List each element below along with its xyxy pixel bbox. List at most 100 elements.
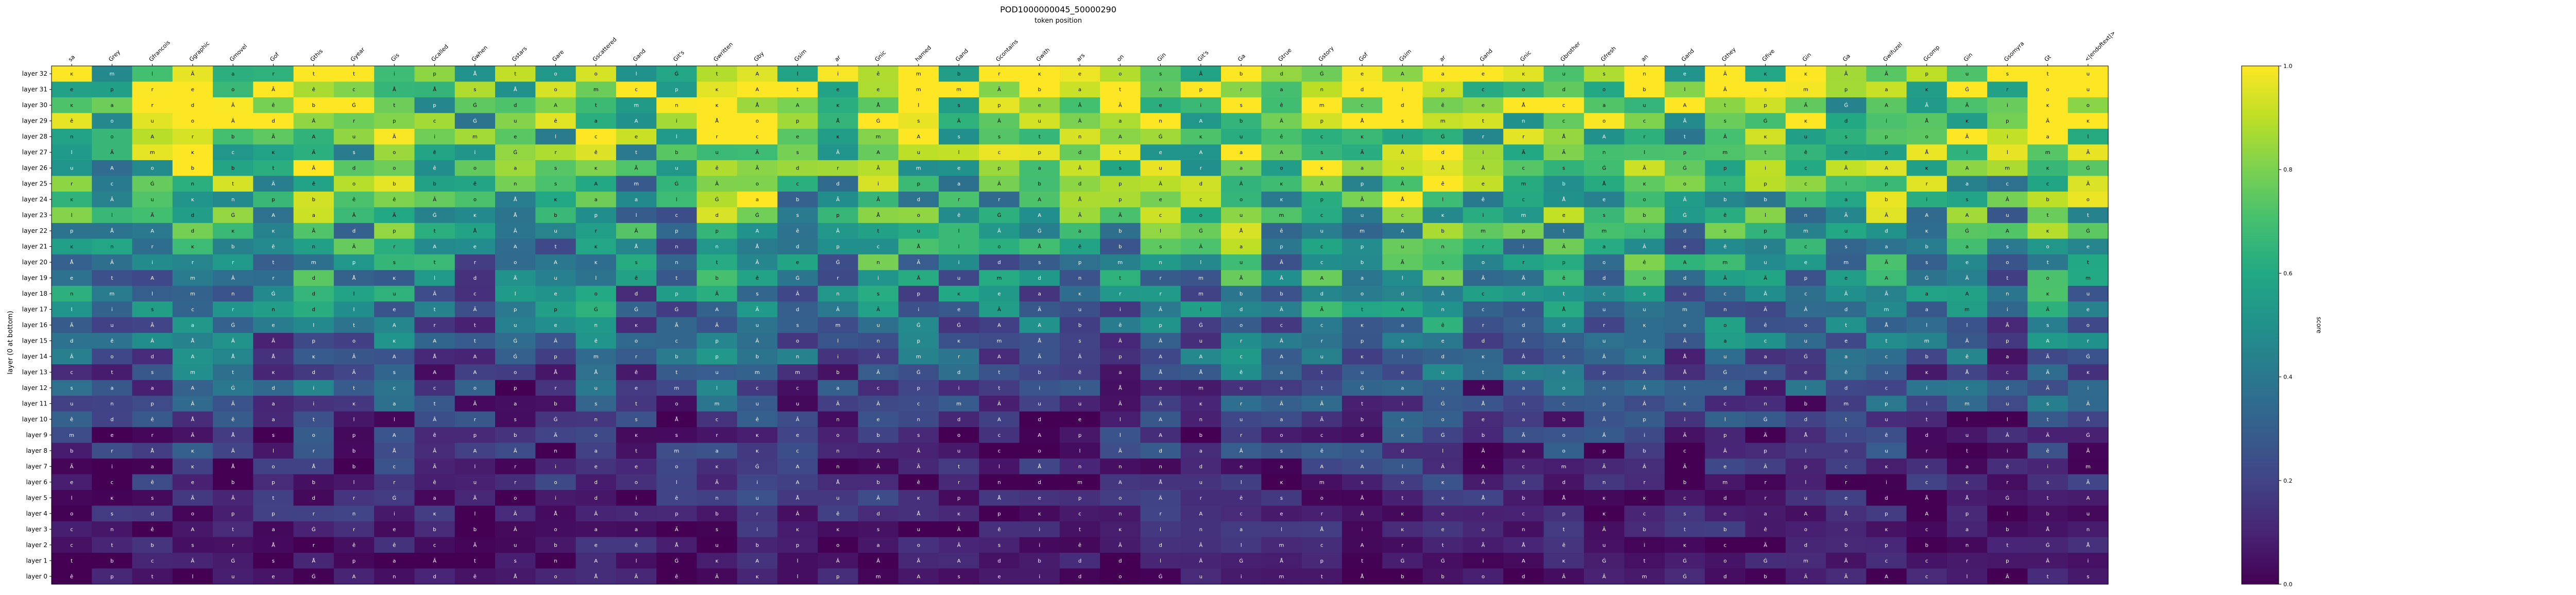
heatmap-cell [1705,380,1746,396]
cell-token-label: ĸ [2046,292,2049,297]
cell-token-label: Ä [1965,275,1969,281]
cell-token-label: l [353,292,355,297]
cell-token-label: p [1925,72,1928,77]
cell-token-label: e [1602,197,1605,203]
x-tick-label: Gscattered [591,36,618,63]
heatmap-cell [454,113,496,129]
heatmap-cell [1221,66,1262,82]
cell-token-label: o [1925,134,1928,140]
cell-token-label: Ã [2086,180,2090,187]
cell-token-label: Å [1320,526,1324,533]
cell-token-label: Ġ [433,212,437,218]
cell-token-label: l [958,150,960,156]
cell-token-label: m [715,401,720,407]
cell-token-label: o [554,527,557,533]
cell-token-label: Ã [1885,291,1888,297]
cell-token-label: c [111,480,114,485]
heatmap-cell [414,521,455,538]
heatmap-cell [1785,97,1826,114]
heatmap-cell [1221,348,1262,365]
cell-token-label: s [1280,496,1283,501]
cell-token-label: p [1804,464,1807,470]
x-tick-label: Gwith [1035,46,1052,63]
cell-token-label: u [756,323,759,329]
cell-token-label: m [150,150,155,156]
cell-token-label: b [1240,72,1243,77]
heatmap-cell [1624,317,1665,333]
cell-token-label: e [1723,464,1726,470]
heatmap-cell [293,521,334,538]
cell-token-label: m [956,401,961,407]
cell-token-label: Å [312,557,315,564]
heatmap-cell [92,270,133,286]
heatmap-cell [293,348,334,365]
heatmap-cell [414,537,455,553]
cell-token-label: i [111,307,113,313]
heatmap-cell [454,239,496,255]
heatmap-cell [454,160,496,176]
heatmap-cell [253,317,294,333]
cell-token-label: Å [917,510,920,517]
heatmap-cell [495,490,536,506]
cell-token-label: r [514,464,517,470]
heatmap-cell [1180,254,1222,270]
cell-token-label: Ġ [836,259,840,266]
heatmap-cell [1987,427,2028,444]
heatmap-cell [979,254,1020,270]
cell-token-label: Ä [352,369,356,376]
heatmap-cell [1301,474,1343,490]
cell-token-label: l [394,417,395,422]
heatmap-cell [1019,364,1060,381]
heatmap-cell [1221,113,1262,129]
cell-token-label: Â [796,291,800,297]
cell-token-label: d [1320,292,1323,297]
cell-token-label: ê [1844,369,1848,376]
cell-token-label: n [1441,307,1444,313]
heatmap-cell [1100,285,1141,302]
heatmap-cell [213,474,253,490]
heatmap-cell [1624,348,1665,365]
y-tick-label: layer 8 [26,447,47,454]
heatmap-cell [1503,333,1544,349]
cell-token-label: ĸ [1764,72,1767,77]
cell-token-label: i [1765,166,1766,172]
cell-token-label: s [1159,72,1162,77]
cell-token-label: c [70,370,73,376]
cell-token-label: t [71,558,73,564]
heatmap-cell [1100,317,1141,333]
cell-token-label: a [1118,370,1122,376]
cell-token-label: p [1643,417,1646,422]
heatmap-cell [858,301,899,318]
cell-token-label: o [191,118,194,124]
heatmap-cell [92,537,133,553]
heatmap-cell [1826,66,1867,82]
heatmap-cell [1503,254,1544,270]
heatmap-cell [1987,380,2028,396]
cell-token-label: Ä [312,149,315,156]
heatmap-cell [656,427,697,444]
cell-token-label: ĸ [1562,558,1565,564]
cell-token-label: l [1805,385,1807,391]
cell-token-label: Ġ [1320,71,1324,77]
cell-token-label: A [1199,118,1202,124]
heatmap-cell [92,458,133,475]
heatmap-cell [132,380,173,396]
cell-token-label: l [1120,417,1121,422]
cell-token-label: s [1764,87,1767,93]
cell-token-label: l [1805,197,1807,203]
x-tick-label: ar [833,54,842,63]
heatmap-cell [1745,427,1786,444]
cell-token-label: c [1240,354,1243,360]
heatmap-cell [979,66,1020,82]
heatmap-cell [777,254,818,270]
cell-token-label: A [393,433,396,438]
heatmap-cell [737,160,778,176]
heatmap-cell [1019,521,1060,538]
heatmap-cell [979,490,1020,506]
cell-token-label: l [1402,276,1403,281]
heatmap-cell [939,411,979,428]
cell-token-label: d [836,181,839,187]
cell-token-label: a [595,527,598,533]
heatmap-cell [656,81,697,98]
cell-token-label: A [755,87,759,93]
